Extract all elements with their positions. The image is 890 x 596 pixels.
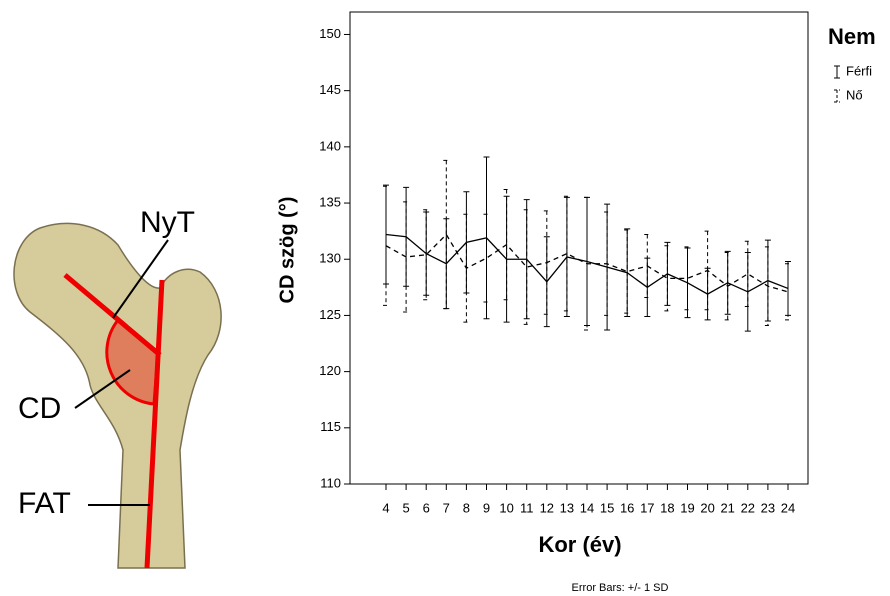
- plot-frame: [349, 11, 809, 485]
- x-tick-label: 7: [443, 500, 450, 515]
- x-tick-label: 10: [499, 500, 513, 515]
- x-tick-label: 21: [720, 500, 734, 515]
- legend-label: Férfi: [846, 63, 872, 78]
- error-bar: [684, 246, 691, 311]
- label: CD: [18, 392, 61, 425]
- error-bar: [523, 209, 530, 325]
- error-bar: [744, 240, 751, 307]
- femur-diagram: NyT CD FAT: [13, 206, 222, 569]
- error-bar: [543, 210, 550, 315]
- legend-title: Nem: [828, 24, 876, 49]
- x-tick-label: 20: [700, 500, 714, 515]
- y-tick-label: 135: [319, 194, 341, 209]
- x-tick-label: 12: [540, 500, 554, 515]
- y-tick-label: 110: [320, 475, 341, 490]
- error-bar: [503, 189, 510, 301]
- error-bar: [604, 203, 611, 331]
- error-bar: [483, 213, 490, 303]
- y-tick-label: 120: [319, 363, 341, 378]
- cd-angle: [105, 317, 160, 406]
- error-bar: [443, 159, 450, 310]
- legend-icon: [834, 89, 840, 103]
- y-tick-label: 150: [319, 26, 341, 41]
- error-bar: [563, 195, 570, 312]
- y-tick-label: 125: [319, 307, 341, 322]
- footnote: Error Bars: +/- 1 SD: [572, 582, 669, 594]
- label: FAT: [18, 487, 71, 520]
- error-bar: [604, 211, 611, 316]
- y-tick-label: 130: [319, 251, 341, 266]
- x-tick-label: 13: [560, 500, 574, 515]
- x-tick-label: 8: [463, 500, 470, 515]
- y-tick-label: 115: [320, 419, 341, 434]
- x-tick-label: 16: [620, 500, 634, 515]
- femur: [13, 222, 222, 569]
- x-tick-label: 15: [600, 500, 614, 515]
- x-tick-label: 23: [761, 500, 775, 515]
- leader-line: [112, 239, 169, 319]
- error-bar: [664, 245, 671, 312]
- x-tick-label: 18: [660, 500, 674, 515]
- label: NyT: [140, 206, 195, 239]
- legend-label: Nő: [846, 87, 863, 102]
- leader-line: [74, 369, 131, 409]
- error-bar: [503, 195, 510, 323]
- x-axis-label: Kor (év): [538, 532, 621, 557]
- x-tick-label: 14: [580, 500, 594, 515]
- y-tick-label: 145: [319, 82, 341, 97]
- x-tick-label: 11: [520, 500, 534, 515]
- neck-axis: [63, 273, 162, 357]
- error-bar: [463, 213, 470, 323]
- x-tick-label: 4: [382, 500, 389, 515]
- y-tick-label: 140: [319, 138, 341, 153]
- error-bar: [584, 196, 590, 331]
- error-bar: [423, 209, 430, 301]
- x-tick-label: 24: [781, 500, 795, 515]
- x-tick-label: 19: [680, 500, 694, 515]
- x-tick-label: 6: [423, 500, 430, 515]
- x-tick-label: 5: [402, 500, 409, 515]
- error-bar: [704, 230, 711, 311]
- error-bar: [403, 201, 410, 313]
- x-tick-label: 17: [640, 500, 654, 515]
- shaft-axis: [144, 279, 165, 569]
- y-axis-label: CD szög (°): [276, 197, 298, 304]
- error-bar: [764, 239, 771, 322]
- error-bar: [785, 263, 791, 321]
- x-tick-label: 22: [741, 500, 755, 515]
- x-tick-label: 9: [483, 500, 490, 515]
- error-bar: [764, 246, 771, 327]
- error-bar: [644, 234, 651, 298]
- error-bar: [624, 229, 631, 314]
- legend-icon: [834, 65, 840, 79]
- error-bar: [724, 251, 731, 321]
- error-bar: [383, 185, 389, 306]
